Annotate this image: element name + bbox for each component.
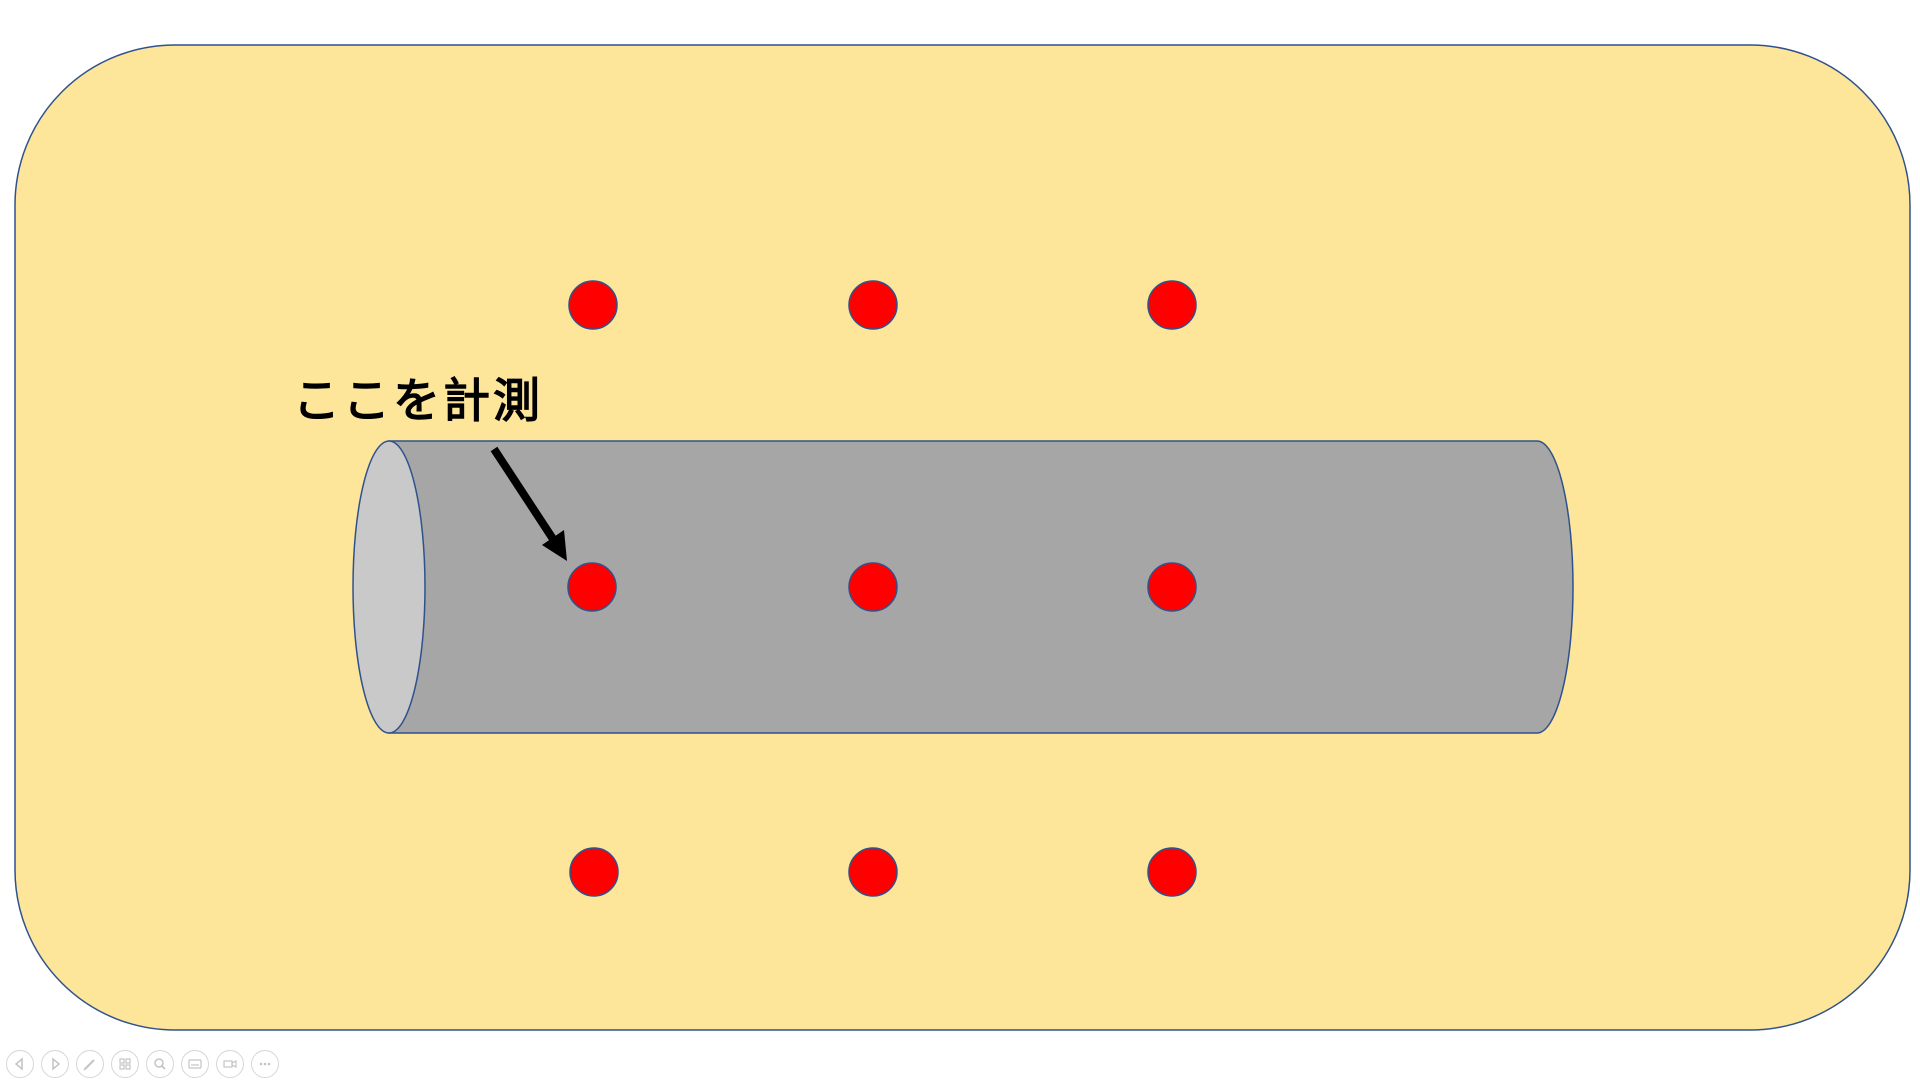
pen-icon <box>83 1059 95 1071</box>
measurement-points <box>567 280 1197 897</box>
arrow-head <box>542 530 567 561</box>
camera-icon <box>223 1060 237 1068</box>
zoom-button[interactable] <box>146 1050 174 1078</box>
pen-button[interactable] <box>76 1050 104 1078</box>
measurement-point-middle-3 <box>1147 562 1197 612</box>
measurement-point-middle-1 <box>567 562 617 612</box>
slides-grid-icon <box>119 1058 131 1070</box>
subtitles-button[interactable] <box>181 1050 209 1078</box>
slideshow-toolbar <box>6 1050 279 1078</box>
annotation-arrow <box>490 446 567 561</box>
cylinder <box>352 440 1574 734</box>
measurement-point-bottom-3 <box>1147 847 1197 897</box>
slides-grid-button[interactable] <box>111 1050 139 1078</box>
previous-icon <box>14 1057 23 1071</box>
cylinder-end-face <box>352 440 426 734</box>
measurement-point-bottom-2 <box>848 847 898 897</box>
annotation-label: ここを計測 <box>293 374 543 429</box>
measurement-point-top-2 <box>848 280 898 330</box>
measurement-point-top-1 <box>568 280 618 330</box>
camera-button[interactable] <box>216 1050 244 1078</box>
measurement-point-top-3 <box>1147 280 1197 330</box>
measurement-point-middle-2 <box>848 562 898 612</box>
previous-button[interactable] <box>6 1050 34 1078</box>
next-icon <box>52 1057 61 1071</box>
cylinder-body <box>388 440 1574 734</box>
measurement-point-bottom-1 <box>569 847 619 897</box>
more-options-button[interactable] <box>251 1050 279 1078</box>
next-button[interactable] <box>41 1050 69 1078</box>
zoom-icon <box>154 1058 166 1070</box>
subtitles-icon <box>188 1059 202 1069</box>
more-options-icon <box>259 1062 271 1066</box>
